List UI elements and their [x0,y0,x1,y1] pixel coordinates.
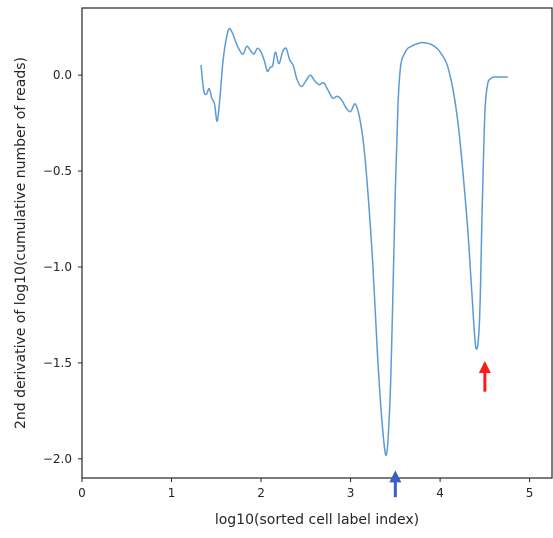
arrow-head [478,360,491,373]
series-line-0 [200,27,508,456]
x-tick-label: 4 [436,486,444,500]
y-tick-label: −0.5 [43,164,72,178]
annotation-arrow-blue [389,470,402,498]
y-tick-label: −1.0 [43,260,72,274]
x-tick-label: 5 [526,486,534,500]
x-tick-label: 3 [347,486,355,500]
y-tick-label: −2.0 [43,452,72,466]
plot-frame [81,7,553,479]
plot-area [82,8,552,478]
annotation-arrow-red [478,360,491,392]
x-tick-label: 0 [78,486,86,500]
x-tick-label: 1 [168,486,176,500]
y-axis-label: 2nd derivative of log10(cumulative numbe… [13,57,29,429]
x-axis-label: log10(sorted cell label index) [215,512,419,528]
arrow-head [389,470,402,483]
y-tick-label: 0.0 [53,68,72,82]
x-tick-label: 2 [257,486,265,500]
y-tick-label: −1.5 [43,356,72,370]
